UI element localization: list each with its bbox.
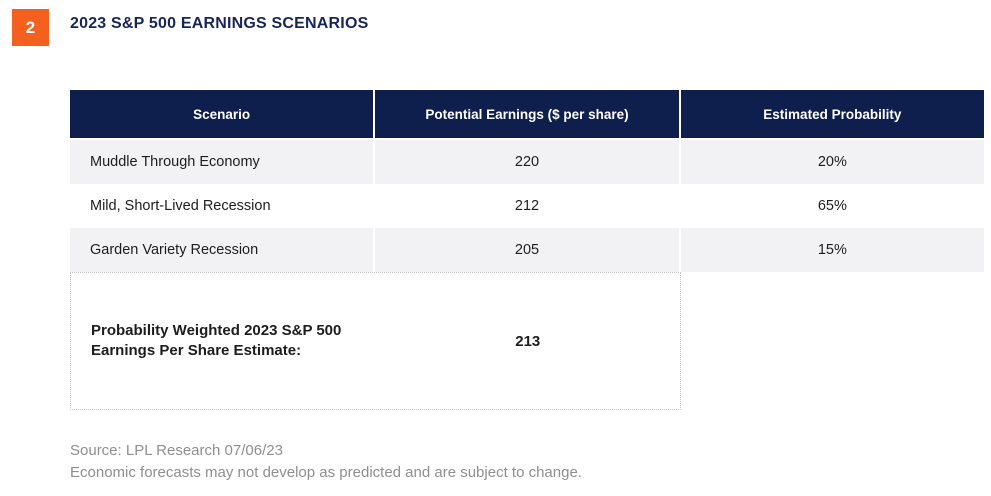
probability-cell: 20% <box>680 140 984 184</box>
table-row: Garden Variety Recession 205 15% <box>70 228 984 272</box>
source-note: Source: LPL Research 07/06/23 <box>70 442 283 459</box>
scenario-cell: Muddle Through Economy <box>70 140 374 184</box>
table-row: Muddle Through Economy 220 20% <box>70 140 984 184</box>
table-row: Mild, Short-Lived Recession 212 65% <box>70 184 984 228</box>
column-header-scenario: Scenario <box>70 90 374 138</box>
summary-value: 213 <box>515 332 541 350</box>
earnings-scenarios-table: Scenario Potential Earnings ($ per share… <box>70 90 984 410</box>
figure-title: 2023 S&P 500 EARNINGS SCENARIOS <box>70 15 369 32</box>
probability-cell: 15% <box>680 228 984 272</box>
table-header-row: Scenario Potential Earnings ($ per share… <box>70 90 984 138</box>
earnings-cell: 212 <box>375 184 679 228</box>
disclaimer-note: Economic forecasts may not develop as pr… <box>70 464 582 481</box>
column-header-probability: Estimated Probability <box>680 90 984 138</box>
figure-number-badge: 2 <box>12 9 49 46</box>
footnotes: Source: LPL Research 07/06/23 Economic f… <box>70 440 582 484</box>
summary-label: Probability Weighted 2023 S&P 500 Earnin… <box>91 322 342 359</box>
probability-cell: 65% <box>680 184 984 228</box>
earnings-cell: 220 <box>375 140 679 184</box>
scenario-cell: Mild, Short-Lived Recession <box>70 184 374 228</box>
summary-row: Probability Weighted 2023 S&P 500 Earnin… <box>70 272 681 410</box>
table-body: Muddle Through Economy 220 20% Mild, Sho… <box>70 140 984 272</box>
column-header-earnings: Potential Earnings ($ per share) <box>375 90 679 138</box>
scenario-cell: Garden Variety Recession <box>70 228 374 272</box>
earnings-cell: 205 <box>375 228 679 272</box>
